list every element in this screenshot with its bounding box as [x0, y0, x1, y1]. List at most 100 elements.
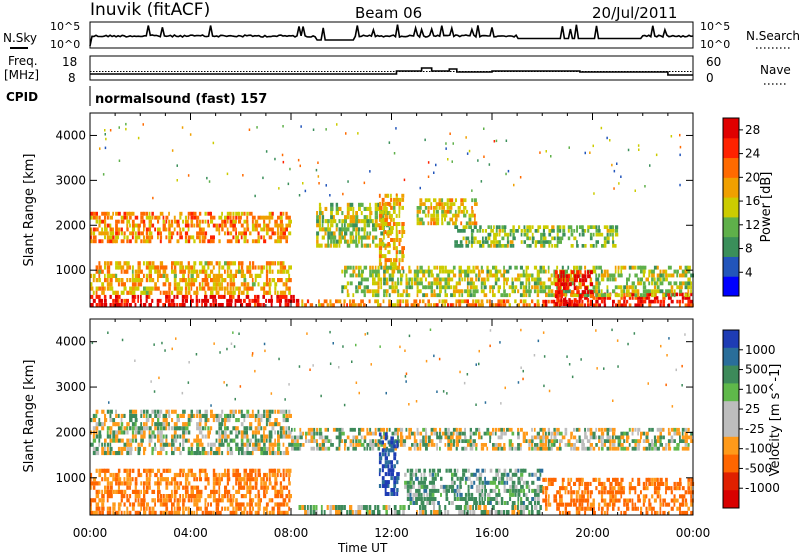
heatmap-cell	[271, 426, 275, 431]
heatmap-cell	[450, 435, 454, 440]
heatmap-cell	[98, 422, 102, 427]
heatmap-cell	[318, 243, 323, 248]
heatmap-cell	[257, 506, 261, 511]
heatmap-cell	[542, 303, 546, 307]
heatmap-cell	[571, 290, 575, 295]
heatmap-cell	[196, 215, 200, 220]
heatmap-cell	[395, 238, 399, 242]
heatmap-cell	[480, 303, 484, 307]
heatmap-cell	[251, 413, 255, 418]
heatmap-cell	[606, 240, 610, 244]
heatmap-cell	[176, 164, 178, 167]
heatmap-cell	[684, 269, 688, 274]
heatmap-cell	[171, 149, 174, 152]
heatmap-cell	[519, 510, 523, 515]
heatmap-cell	[162, 434, 165, 439]
heatmap-cell	[462, 476, 464, 481]
heatmap-cell	[137, 269, 141, 274]
heatmap-cell	[120, 265, 125, 270]
heatmap-cell	[456, 476, 459, 481]
heatmap-cell	[475, 299, 479, 304]
heatmap-cell	[92, 438, 97, 443]
heatmap-cell	[341, 431, 345, 436]
heatmap-cell	[189, 133, 192, 136]
heatmap-cell	[398, 262, 401, 267]
heatmap-cell	[477, 505, 482, 510]
heatmap-cell	[384, 436, 388, 441]
heatmap-cell	[238, 211, 241, 216]
heatmap-cell	[204, 409, 208, 414]
heatmap-cell	[187, 510, 190, 515]
heatmap-cell	[117, 294, 121, 299]
heatmap-cell	[667, 446, 672, 451]
heatmap-cell	[235, 430, 238, 435]
heatmap-cell	[434, 476, 437, 481]
heatmap-cell	[360, 289, 365, 294]
heatmap-cell	[268, 215, 272, 220]
heatmap-cell	[287, 182, 290, 186]
heatmap-cell	[533, 435, 537, 440]
heatmap-cell	[470, 229, 475, 233]
heatmap-cell	[531, 277, 534, 282]
heatmap-cell	[254, 294, 257, 299]
heatmap-cell	[468, 221, 472, 226]
heatmap-cell	[129, 502, 132, 507]
heatmap-cell	[506, 236, 509, 241]
heatmap-cell	[120, 298, 123, 303]
heatmap-cell	[117, 438, 121, 443]
heatmap-cell	[463, 209, 465, 214]
heatmap-cell	[372, 289, 375, 294]
heatmap-cell	[570, 293, 574, 298]
heatmap-cell	[648, 477, 651, 482]
heatmap-cell	[360, 505, 364, 510]
heatmap-cell	[486, 510, 490, 515]
heatmap-cell	[562, 270, 565, 275]
heatmap-cell	[395, 230, 398, 234]
heatmap-cell	[567, 481, 571, 486]
heatmap-cell	[95, 494, 100, 499]
velocity-cells	[90, 328, 695, 515]
heatmap-cell	[168, 290, 171, 295]
heatmap-cell	[554, 236, 556, 241]
heatmap-cell	[463, 510, 466, 515]
heatmap-cell	[338, 235, 342, 240]
heatmap-cell	[550, 289, 554, 294]
heatmap-cell	[354, 303, 357, 307]
heatmap-cell	[329, 299, 332, 304]
heatmap-cell	[478, 277, 480, 282]
heatmap-cell	[503, 427, 506, 432]
heatmap-cell	[495, 244, 499, 248]
heatmap-cell	[167, 298, 171, 303]
heatmap-cell	[204, 298, 207, 303]
heatmap-cell	[145, 294, 149, 299]
heatmap-cell	[358, 235, 362, 240]
heatmap-cell	[156, 298, 160, 303]
heatmap-cell	[561, 486, 566, 491]
heatmap-cell	[424, 198, 428, 203]
heatmap-cell	[470, 240, 474, 244]
heatmap-cell	[277, 227, 279, 232]
heatmap-cell	[539, 427, 543, 432]
heatmap-cell	[589, 490, 593, 495]
heatmap-cell	[215, 223, 218, 228]
heatmap-cell	[459, 476, 463, 481]
heatmap-cell	[352, 211, 355, 216]
heatmap-cell	[271, 409, 274, 414]
heatmap-cell	[226, 413, 230, 418]
heatmap-cell	[196, 434, 199, 439]
heatmap-cell	[274, 438, 276, 443]
heatmap-cell	[204, 269, 208, 274]
heatmap-cell	[690, 486, 692, 491]
heatmap-cell	[271, 510, 275, 515]
heatmap-cell	[358, 231, 360, 236]
heatmap-cell	[606, 136, 608, 140]
heatmap-cell	[584, 286, 588, 291]
heatmap-cell	[98, 442, 101, 447]
heatmap-cell	[609, 443, 612, 447]
heatmap-cell	[215, 413, 220, 418]
heatmap-cell	[542, 225, 547, 229]
heatmap-cell	[463, 299, 468, 304]
heatmap-cell	[506, 488, 510, 493]
heatmap-cell	[642, 439, 646, 443]
heatmap-cell	[165, 298, 168, 303]
